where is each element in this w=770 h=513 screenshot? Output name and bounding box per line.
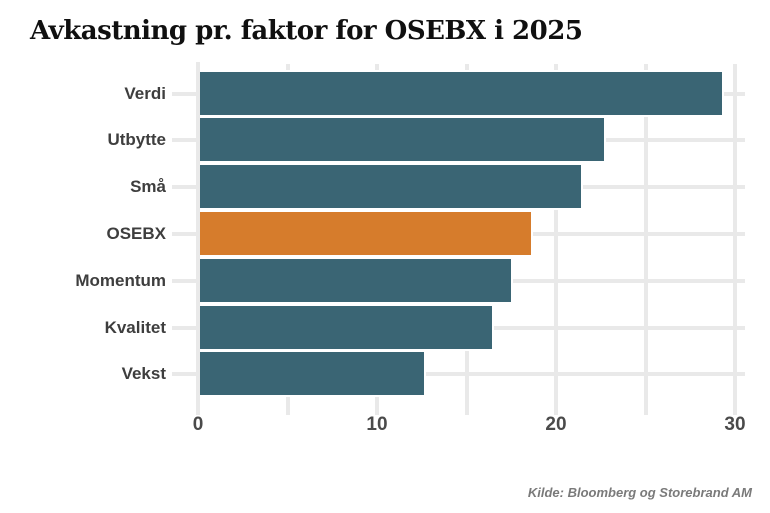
- chart-title: Avkastning pr. faktor for OSEBX i 2025: [30, 16, 583, 46]
- category-label-verdi: Verdi: [124, 83, 166, 103]
- bar-osebx: [200, 211, 531, 255]
- bar-verdi: [200, 71, 722, 115]
- x-axis-tick-25: [643, 404, 648, 415]
- y-axis-tick-1: [172, 138, 196, 143]
- x-tick-label-20: 20: [545, 414, 567, 435]
- y-axis-tick-4: [172, 278, 196, 283]
- y-axis-tick-5: [172, 325, 196, 330]
- category-label-kvalitet: Kvalitet: [104, 317, 166, 337]
- x-axis-tick-30: [733, 404, 737, 415]
- y-axis-line: [196, 62, 200, 408]
- category-label-små: Små: [130, 177, 166, 197]
- x-tick-label-30: 30: [724, 414, 746, 435]
- bar-momentum: [200, 258, 511, 302]
- x-tick-label-10: 10: [366, 414, 388, 435]
- category-label-momentum: Momentum: [75, 270, 166, 290]
- category-label-osebx: OSEBX: [106, 223, 166, 243]
- bar-små: [200, 165, 581, 209]
- category-label-utbytte: Utbytte: [107, 130, 166, 150]
- bar-kvalitet: [200, 305, 492, 349]
- gridline-horizontal-6: [198, 372, 745, 377]
- y-axis-tick-3: [172, 231, 196, 236]
- category-label-vekst: Vekst: [121, 364, 166, 384]
- x-axis-tick-20: [554, 404, 558, 415]
- x-axis-tick-10: [375, 404, 379, 415]
- x-axis-tick-15: [464, 404, 469, 415]
- bar-utbytte: [200, 118, 604, 162]
- y-axis-tick-6: [172, 372, 196, 377]
- x-tick-label-0: 0: [192, 414, 204, 435]
- x-axis-tick-0: [196, 404, 200, 415]
- source-credit: Kilde: Bloomberg og Storebrand AM: [527, 485, 752, 500]
- x-axis-tick-5: [285, 404, 290, 415]
- y-axis-tick-0: [172, 91, 196, 96]
- bar-vekst: [200, 352, 424, 396]
- y-axis-tick-2: [172, 185, 196, 190]
